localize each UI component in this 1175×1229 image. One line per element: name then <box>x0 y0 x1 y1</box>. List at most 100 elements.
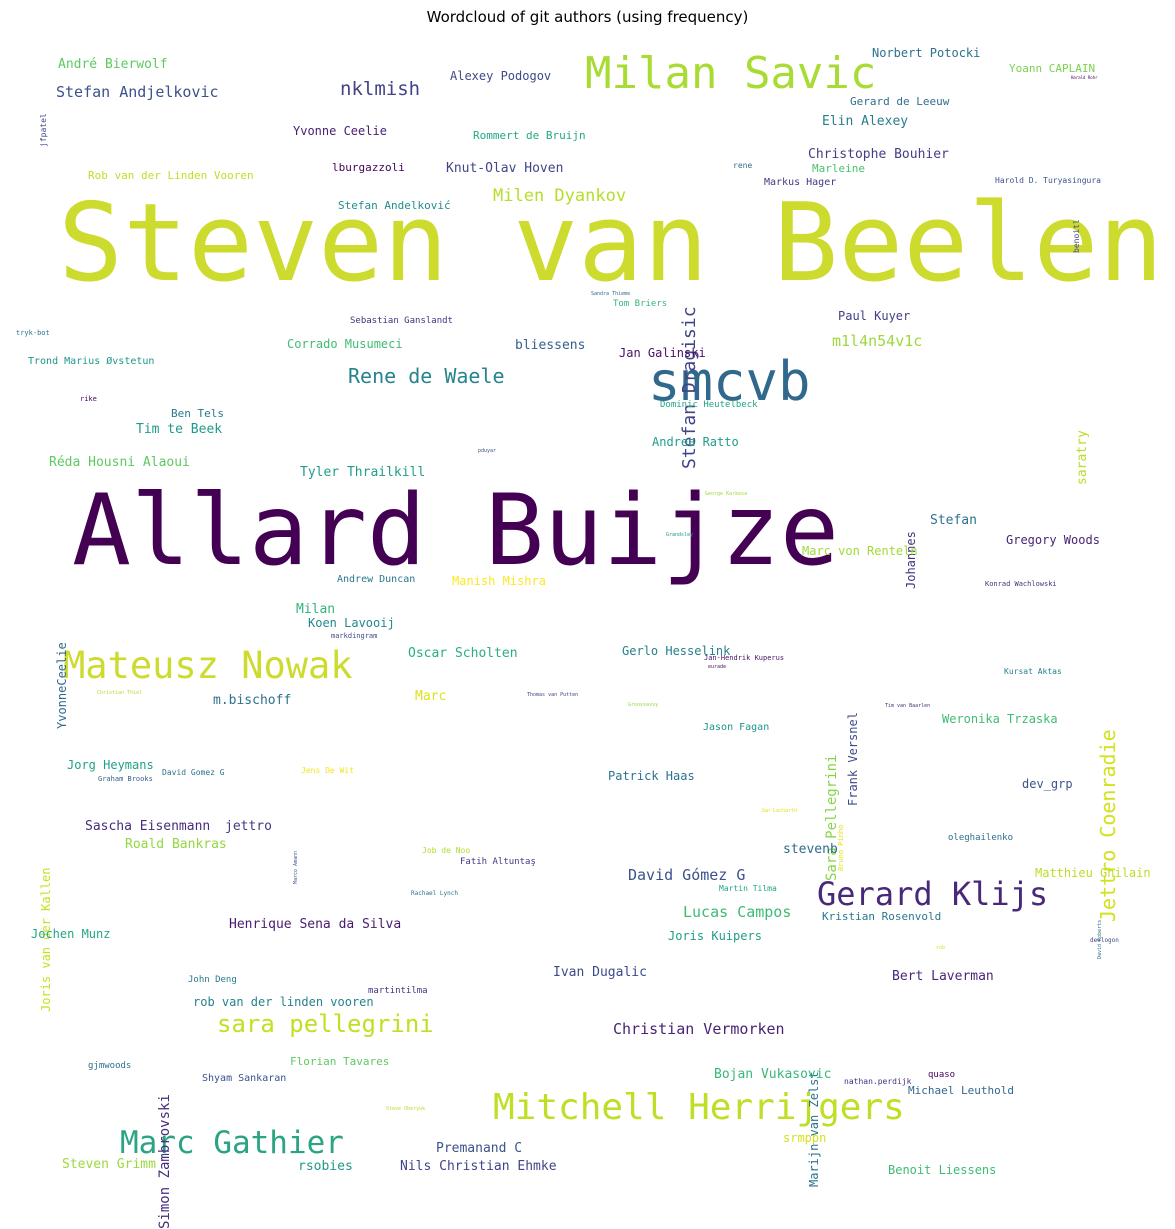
word-yvonneceelie-25: YvonneCeelie <box>55 642 69 729</box>
word-koen-lavooij-73: Koen Lavooij <box>308 616 395 630</box>
word-reda-housni-alaoui-62: Réda Housni Alaoui <box>49 455 190 470</box>
word-frank-versnel-19: Frank Versnel <box>846 712 860 806</box>
word-m1l4n54v1c-15: m1l4n54v1c <box>832 332 923 350</box>
word-lucas-campos-21: Lucas Campos <box>683 903 792 921</box>
word-job-de-noo-102: Job de Noo <box>422 846 471 855</box>
word-jan-galinski-53: Jan Galinski <box>619 346 706 360</box>
word-devlogon-113: devlogon <box>1090 937 1119 944</box>
word-rike-56: rike <box>80 395 97 403</box>
word-jfpatel-44: jfpatel <box>39 113 48 147</box>
word-sebastian-ganslandt-48: Sebastian Ganslandt <box>350 316 453 326</box>
word-konrad-wachlowski-71: Konrad Wachlowski <box>985 580 1057 588</box>
word-dev-grp-93: dev_grp <box>1022 777 1073 791</box>
word-andrew-duncan-69: Andrew Duncan <box>337 574 416 585</box>
word-jens-de-wit-90: Jens De Wit <box>301 766 354 775</box>
word-benoitl-43: benoitl <box>1072 219 1081 253</box>
word-norbert-potocki-28: Norbert Potocki <box>872 46 981 60</box>
word-john-deng-116: John Deng <box>188 975 237 985</box>
word-bliessens-52: bliessens <box>515 338 586 353</box>
word-knut-olav-hoven-37: Knut-Olav Hoven <box>446 161 564 176</box>
word-tim-te-beek-59: Tim te Beek <box>136 422 223 437</box>
word-marc-gathier-7: Marc Gathier <box>120 1125 344 1161</box>
word-paul-kuyer-49: Paul Kuyer <box>838 309 911 323</box>
word-rob-van-der-linden-vooren-38: Rob van der Linden Vooren <box>88 169 254 182</box>
word-mateusz-nowak-4: Mateusz Nowak <box>63 644 353 687</box>
word-grandsley-68: Grandsley <box>666 532 694 538</box>
word-graham-brooks-91: Graham Brooks <box>98 775 153 783</box>
word-alexey-podogov-27: Alexey Podogov <box>450 69 552 83</box>
word-marco-amann-99: Marco Amann <box>293 851 299 885</box>
word-christophe-bouhier-34: Christophe Bouhier <box>808 147 949 162</box>
word-saratry-55: saratry <box>1075 430 1090 485</box>
word-gerard-de-leeuw-30: Gerard de Leeuw <box>850 95 950 108</box>
word-manish-mishra-70: Manish Mishra <box>452 574 546 588</box>
word-tyler-thrailkill-63: Tyler Thrailkill <box>300 465 426 480</box>
word-christian-vermorken-23: Christian Vermorken <box>613 1020 785 1038</box>
word-harold-d-turyasingura-41: Harold D. Turyasingura <box>995 176 1101 185</box>
word-jan-hendrik-kuperus-77: Jan-Hendrik Kuperus <box>704 654 785 662</box>
word-lburgazzoli-36: lburgazzoli <box>332 161 405 174</box>
word-allard-buijze-1: Allard Buijze <box>72 474 840 588</box>
word-rachael-lynch-105: Rachael Lynch <box>411 890 458 897</box>
word-gerlo-hesselink-76: Gerlo Hesselink <box>622 644 731 658</box>
word-quaso-124: quaso <box>928 1070 956 1080</box>
word-oleghailenko-100: oleghailenko <box>948 833 1014 843</box>
word-jason-fagan-87: Jason Fagan <box>703 722 770 733</box>
word-steven-van-beelen-0: Steven van Beelen <box>58 181 1164 306</box>
word-joris-kuipers-111: Joris Kuipers <box>668 929 762 943</box>
word-andre-bierwolf-26: André Bierwolf <box>58 57 168 72</box>
word-harald-rohr-45: Harald Rohr <box>1071 75 1098 80</box>
word-thomas-van-putten-83: Thomas van Putten <box>527 692 579 698</box>
word-milan-72: Milan <box>296 602 336 617</box>
word-steven-grimm-129: Steven Grimm <box>62 1157 156 1172</box>
word-groovsavvy-84: Groovsavvy <box>628 702 659 708</box>
word-stefan-andjelkovic-14: Stefan Andjelkovic <box>56 83 219 101</box>
word-tim-van-baarlen-85: Tim van Baarlen <box>885 703 931 709</box>
word-markdingram-74: markdingram <box>331 632 378 640</box>
word-steve-oberyuk-126: Steve Oberyuk <box>386 1106 426 1112</box>
word-martin-tilma-106: Martin Tilma <box>719 884 777 893</box>
word-gerard-klijs-5: Gerard Klijs <box>817 875 1049 913</box>
word-stefan-andelkovic-42: Stefan Andelković <box>338 199 451 212</box>
word-eurade-79: eurade <box>708 664 727 670</box>
word-yvonne-ceelie-32: Yvonne Ceelie <box>293 124 387 138</box>
word-tryk-bot-50: tryk-bot <box>16 329 50 337</box>
word-bert-laverman-115: Bert Laverman <box>892 969 994 984</box>
word-ben-tels-58: Ben Tels <box>171 407 224 420</box>
word-jettro-97: jettro <box>225 819 272 834</box>
word-patrick-haas-92: Patrick Haas <box>608 769 695 783</box>
word-corrado-musumeci-51: Corrado Musumeci <box>287 337 403 351</box>
word-marc-80: Marc <box>415 689 447 704</box>
word-jettro-coenradie-8: Jettro Coenradie <box>1096 729 1120 922</box>
word-markus-hager-40: Markus Hager <box>764 177 837 188</box>
word-david-gomez-g-89: David Gomez G <box>162 768 225 777</box>
word-benoit-liessens-132: Benoit Liessens <box>888 1163 997 1177</box>
word-martintilma-117: martintilma <box>368 986 428 996</box>
word-andrea-ratto-60: Andrea Ratto <box>652 435 739 449</box>
word-rob-van-der-linden-vooren-118: rob van der linden vooren <box>193 995 374 1009</box>
word-milan-savic-3: Milan Savic <box>585 48 877 99</box>
word-jochen-munz-110: Jochen Munz <box>31 927 111 941</box>
word-marijn-van-zelst-20: Marijn van Zelst <box>807 1071 821 1187</box>
word-david-gomez-g-22: David Gómez G <box>628 866 746 884</box>
word-gregory-woods-66: Gregory Woods <box>1006 533 1100 547</box>
word-rob-112: rob <box>936 945 946 951</box>
word-marleine-35: Marleine <box>812 162 865 175</box>
word-oscar-scholten-75: Oscar Scholten <box>408 646 518 661</box>
word-stevenb-101: stevenb <box>783 842 838 857</box>
word-weronika-trzaska-86: Weronika Trzaska <box>942 712 1058 726</box>
word-tom-briers-47: Tom Briers <box>613 299 668 309</box>
word-michael-leuthold-125: Michael Leuthold <box>908 1084 1014 1097</box>
word-yoann-caplain-29: Yoann CAPLAIN <box>1009 62 1096 75</box>
word-rommert-de-bruijn-33: Rommert de Bruijn <box>473 129 586 142</box>
word-m-bischoff-81: m.bischoff <box>213 693 292 708</box>
word-nils-christian-ehmke-131: Nils Christian Ehmke <box>400 1159 557 1174</box>
word-dominic-heutelbeck-57: Dominic Heutelbeck <box>660 400 758 410</box>
word-nathan-perdijk-123: nathan.perdijk <box>844 1077 912 1086</box>
word-rsobies-130: rsobies <box>298 1159 353 1174</box>
word-simon-zambrovski-17: Simon Zambrovski <box>157 1094 173 1229</box>
word-jorg-heymans-88: Jorg Heymans <box>67 758 154 772</box>
word-premanand-c-128: Premanand C <box>436 1141 523 1156</box>
word-sara-pellegrini-11: sara pellegrini <box>217 1010 434 1038</box>
word-mitchell-herrijgers-6: Mitchell Herrijgers <box>493 1087 905 1128</box>
